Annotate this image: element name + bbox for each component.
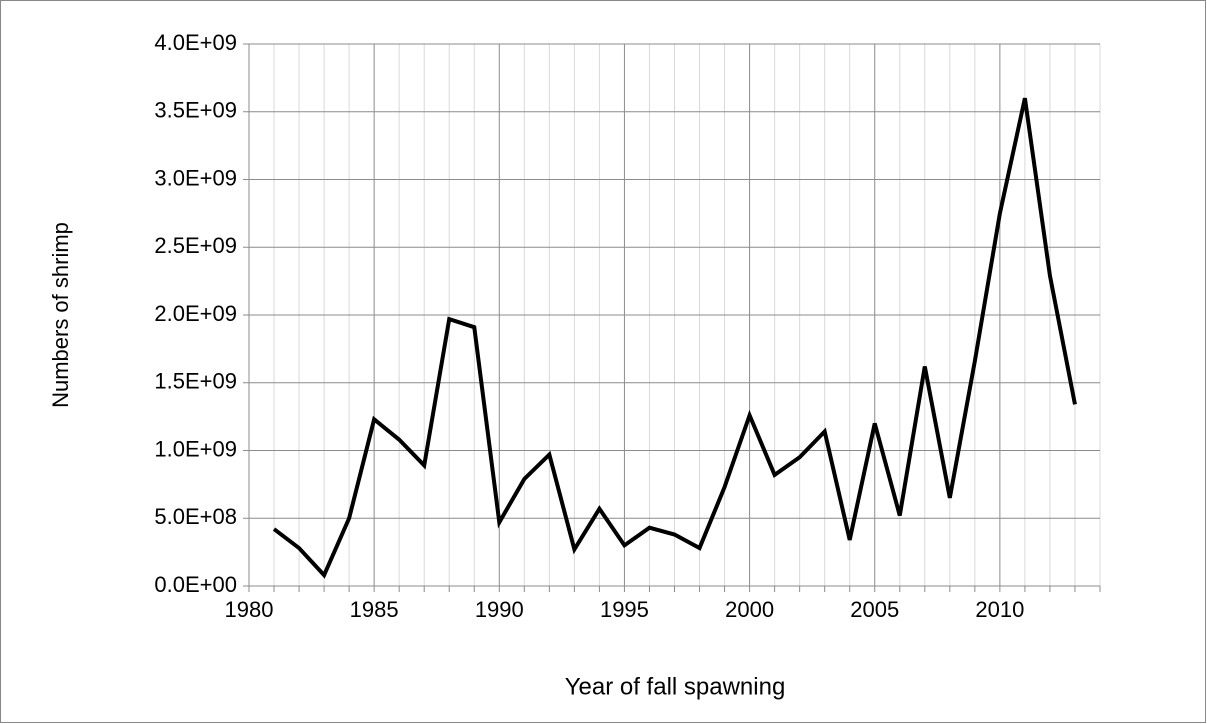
x-axis-label: Year of fall spawning xyxy=(565,673,786,700)
y-tick-label: 1.0E+09 xyxy=(154,436,237,461)
y-tick-label: 5.0E+08 xyxy=(154,504,237,529)
x-tick-label: 1990 xyxy=(475,597,524,622)
y-tick-label: 2.5E+09 xyxy=(154,233,237,258)
data-line xyxy=(272,97,1077,579)
y-tick-label: 3.5E+09 xyxy=(154,98,237,123)
x-tick-label: 2000 xyxy=(725,597,774,622)
y-tick-label: 0.0E+00 xyxy=(154,572,237,597)
x-tick-label: 1980 xyxy=(225,597,274,622)
x-tick-label: 1985 xyxy=(350,597,399,622)
x-tick-label: 2005 xyxy=(850,597,899,622)
y-tick-label: 1.5E+09 xyxy=(154,369,237,394)
y-axis-label: Numbers of shrimp xyxy=(48,222,73,408)
x-tick-label: 1995 xyxy=(600,597,649,622)
y-tick-label: 4.0E+09 xyxy=(154,30,237,55)
y-tick-label: 3.0E+09 xyxy=(154,165,237,190)
y-tick-label: 2.0E+09 xyxy=(154,301,237,326)
x-tick-label: 2010 xyxy=(975,597,1024,622)
